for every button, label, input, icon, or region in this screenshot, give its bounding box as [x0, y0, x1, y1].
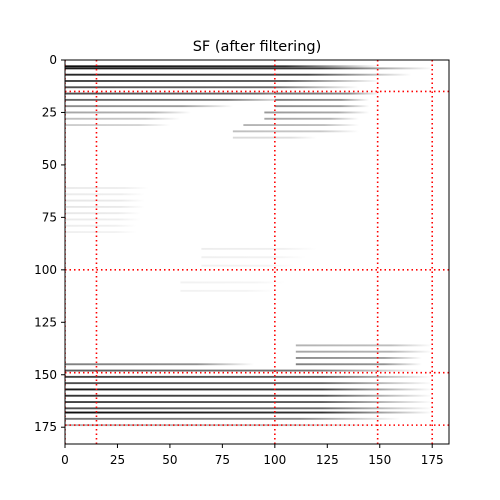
heatmap-band	[65, 65, 380, 67]
heatmap-band	[65, 118, 180, 120]
heatmap-band	[243, 124, 358, 126]
heatmap-band	[296, 344, 432, 346]
heatmap-band	[264, 118, 358, 120]
heatmap-band	[65, 206, 145, 208]
heatmap-band	[65, 105, 233, 107]
x-tick-label: 175	[421, 453, 444, 467]
y-tick-label: 100	[34, 263, 57, 277]
plot-area	[65, 60, 449, 444]
heatmap-band	[65, 424, 380, 426]
heatmap-band	[65, 124, 170, 126]
heatmap-band	[296, 363, 422, 365]
chart-title: SF (after filtering)	[193, 39, 322, 55]
heatmap-band	[65, 219, 141, 221]
heatmap-band	[65, 112, 191, 114]
heatmap-band	[65, 187, 149, 189]
heatmap-band	[296, 357, 422, 359]
x-tick-label: 125	[316, 453, 339, 467]
heatmap-band	[65, 193, 145, 195]
heatmap-band	[201, 248, 316, 250]
y-tick-label: 125	[34, 315, 57, 329]
heatmap-band	[180, 281, 285, 283]
heatmap-band	[65, 395, 432, 397]
heatmap-band	[275, 99, 369, 101]
x-tick-label: 150	[368, 453, 391, 467]
y-tick-label: 25	[42, 105, 57, 119]
heatmap-band	[233, 130, 359, 132]
heatmap-band	[65, 363, 254, 365]
heatmap-band	[65, 382, 432, 384]
x-tick-label: 100	[263, 453, 286, 467]
heatmap-band	[65, 225, 136, 227]
x-tick-label: 25	[110, 453, 125, 467]
y-tick-label: 150	[34, 368, 57, 382]
y-tick-label: 50	[42, 158, 57, 172]
heatmap-band	[65, 200, 145, 202]
heatmap-band	[65, 99, 296, 101]
heatmap-band	[65, 212, 141, 214]
heatmap-band	[201, 256, 306, 258]
heatmap-band	[65, 86, 359, 88]
heatmap-band	[65, 80, 380, 82]
heatmap-band	[275, 105, 369, 107]
y-tick-label: 75	[42, 210, 57, 224]
heatmap-band	[264, 112, 369, 114]
y-tick-label: 0	[49, 53, 57, 67]
heatmap-band	[275, 93, 380, 95]
heatmap-band	[201, 265, 295, 267]
heatmap-band	[65, 370, 422, 372]
heatmap-band	[65, 418, 401, 420]
heatmap-band	[180, 290, 274, 292]
heatmap-band	[296, 351, 432, 353]
y-tick-label: 175	[34, 420, 57, 434]
heatmap-band	[65, 74, 411, 76]
heatmap-band	[65, 231, 136, 233]
x-tick-label: 75	[215, 453, 230, 467]
x-tick-label: 0	[61, 453, 69, 467]
x-tick-label: 50	[162, 453, 177, 467]
